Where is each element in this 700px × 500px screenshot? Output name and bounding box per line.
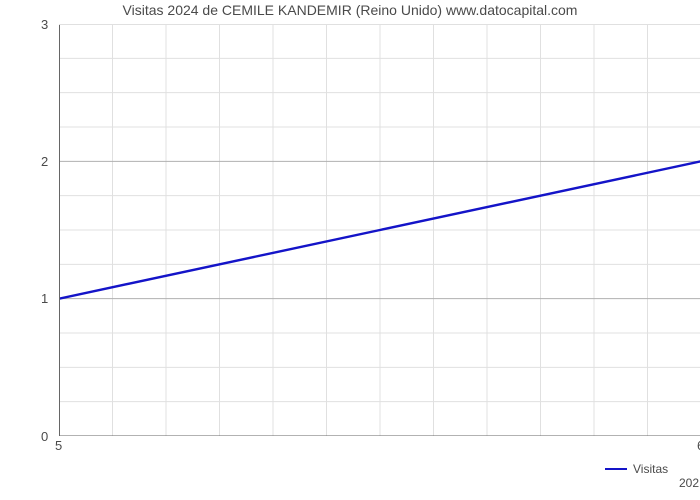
y-tick-label: 2 (41, 154, 48, 169)
y-tick-label: 3 (41, 17, 48, 32)
chart-plot-area (59, 24, 700, 436)
legend-label: Visitas (633, 462, 668, 476)
chart-legend: Visitas (605, 462, 668, 476)
x-tick-label: 5 (55, 438, 62, 453)
legend-swatch (605, 468, 627, 470)
y-tick-label: 0 (41, 429, 48, 444)
chart-title: Visitas 2024 de CEMILE KANDEMIR (Reino U… (0, 2, 700, 18)
y-tick-label: 1 (41, 291, 48, 306)
right-edge-label: 202 (679, 476, 699, 490)
